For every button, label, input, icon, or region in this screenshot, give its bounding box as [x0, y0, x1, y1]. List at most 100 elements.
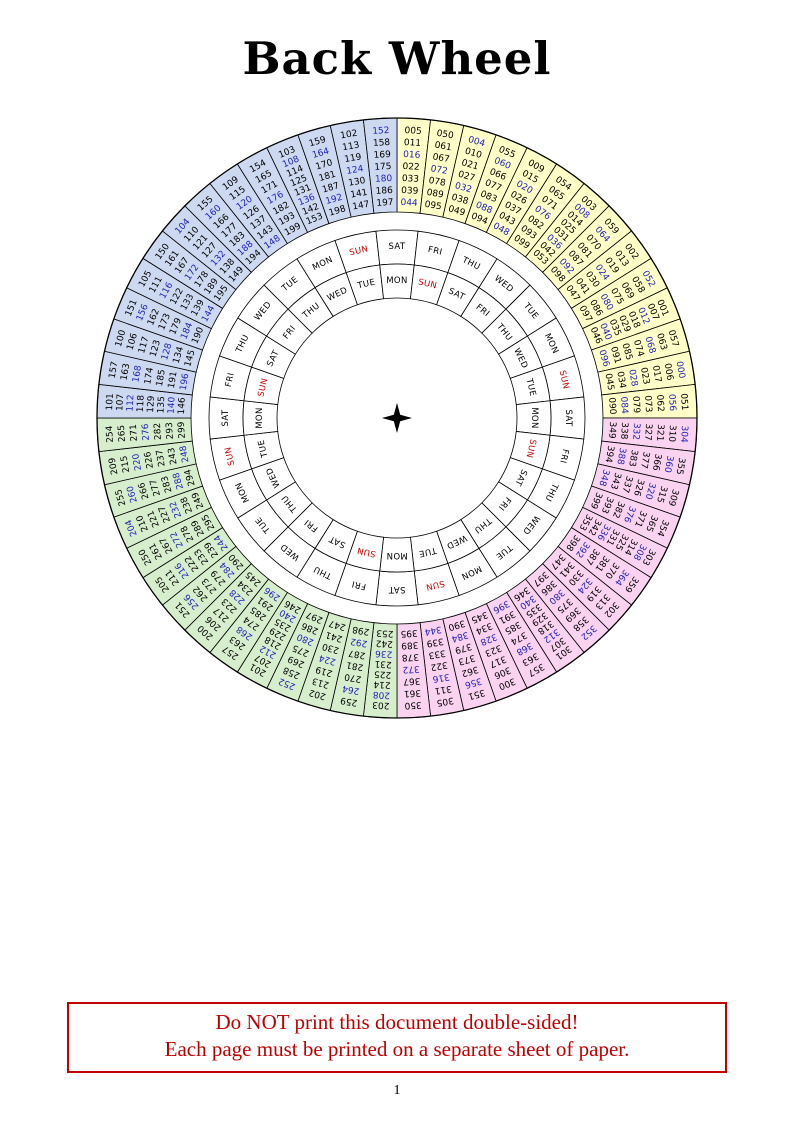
year-number: 010: [463, 147, 483, 161]
year-number: 299: [177, 421, 188, 439]
year-number: 158: [373, 138, 391, 149]
year-number: 283: [160, 475, 174, 494]
center-star-icon: [382, 403, 412, 433]
year-number: 377: [638, 451, 651, 470]
year-number: 091: [608, 346, 622, 365]
year-number: 213: [311, 675, 330, 689]
year-number: 057: [666, 329, 680, 348]
back-wheel-svg: 0050110160220330390440500610670720780890…: [96, 117, 698, 719]
year-number: 225: [374, 668, 392, 679]
year-number: 394: [603, 445, 616, 464]
year-number: 237: [155, 449, 168, 468]
year-number: 338: [618, 422, 629, 440]
print-warning: Do NOT print this document double-sided!…: [67, 1002, 727, 1073]
year-number: 389: [401, 639, 419, 650]
year-number: 129: [146, 395, 157, 413]
year-number: 134: [172, 345, 186, 365]
wheel-outer-rim: [96, 117, 698, 719]
year-number: 112: [126, 394, 137, 412]
year-number: 067: [432, 152, 451, 165]
year-number: 277: [149, 478, 163, 497]
year-number: 226: [143, 450, 156, 469]
day-label: SAT: [388, 584, 406, 594]
year-number: 271: [129, 424, 140, 442]
year-number: 140: [167, 396, 178, 414]
back-wheel-diagram: 005 011 016 022 033 039 044 050 061 067 072 078 089 0…: [87, 108, 707, 728]
year-number: 090: [606, 397, 617, 415]
year-number: 337: [619, 475, 633, 494]
year-number: 180: [375, 174, 393, 185]
year-number: 145: [183, 349, 197, 368]
year-number: 164: [311, 146, 331, 160]
year-number: 197: [376, 198, 394, 209]
year-number: 006: [662, 363, 675, 382]
year-number: 264: [341, 683, 360, 696]
year-number: 255: [114, 488, 128, 507]
year-number: 224: [318, 652, 338, 666]
year-number: 260: [125, 484, 139, 504]
year-number: 372: [402, 663, 420, 674]
year-number: 101: [105, 393, 116, 411]
year-number: 000: [674, 361, 687, 380]
day-label: SUN: [425, 578, 446, 592]
page-number: 1: [393, 1083, 401, 1098]
year-number: 038: [450, 193, 470, 207]
day-label: MON: [386, 276, 408, 286]
year-number: 062: [654, 394, 665, 412]
day-label: FRI: [557, 448, 570, 464]
day-label: SUN: [256, 377, 270, 398]
year-number: 096: [596, 349, 610, 369]
year-number: 050: [436, 129, 455, 142]
year-number: 004: [467, 135, 487, 149]
year-number: 270: [343, 671, 362, 684]
year-number: 113: [342, 141, 361, 154]
day-label: SAT: [221, 409, 231, 427]
year-number: 191: [167, 371, 180, 390]
year-number: 378: [401, 651, 419, 662]
day-label: FRI: [427, 245, 443, 258]
year-number: 343: [608, 471, 622, 490]
year-number: 209: [108, 456, 121, 475]
year-number: 361: [404, 687, 422, 698]
year-number: 202: [308, 687, 327, 701]
year-number: 175: [374, 162, 392, 173]
year-number: 390: [447, 617, 467, 631]
year-number: 241: [325, 629, 344, 643]
year-number: 089: [426, 188, 445, 201]
year-number: 117: [137, 336, 151, 355]
year-number: 248: [179, 444, 192, 463]
year-number: 072: [430, 164, 449, 177]
year-number: 259: [339, 695, 358, 708]
year-number: 159: [308, 135, 328, 149]
day-label: MON: [529, 407, 539, 429]
year-number: 322: [430, 659, 449, 672]
year-number: 196: [179, 372, 192, 391]
year-number: 146: [177, 397, 188, 415]
year-number: 100: [114, 329, 128, 349]
year-number: 355: [674, 457, 687, 476]
day-label: FRI: [224, 372, 237, 388]
year-number: 326: [631, 478, 645, 498]
year-number: 231: [374, 658, 392, 669]
year-number: 332: [630, 423, 641, 441]
year-number: 292: [350, 635, 369, 648]
day-label: SUN: [223, 446, 237, 467]
year-number: 395: [400, 627, 418, 638]
day-label: SAT: [563, 409, 573, 427]
day-label: SUN: [348, 244, 369, 258]
year-number: 373: [457, 652, 476, 666]
day-label: SUN: [524, 438, 538, 459]
year-number: 266: [137, 481, 151, 501]
year-number: 170: [315, 158, 335, 172]
year-number: 102: [340, 129, 359, 142]
year-number: 321: [654, 424, 665, 442]
year-number: 119: [344, 152, 363, 165]
year-number: 147: [352, 200, 371, 213]
year-number: 185: [155, 369, 168, 388]
year-number: 327: [642, 423, 653, 441]
day-label: TUE: [257, 439, 271, 460]
year-number: 367: [403, 675, 421, 686]
year-number: 230: [321, 640, 341, 654]
year-number: 011: [404, 138, 422, 149]
year-number: 181: [318, 170, 337, 184]
